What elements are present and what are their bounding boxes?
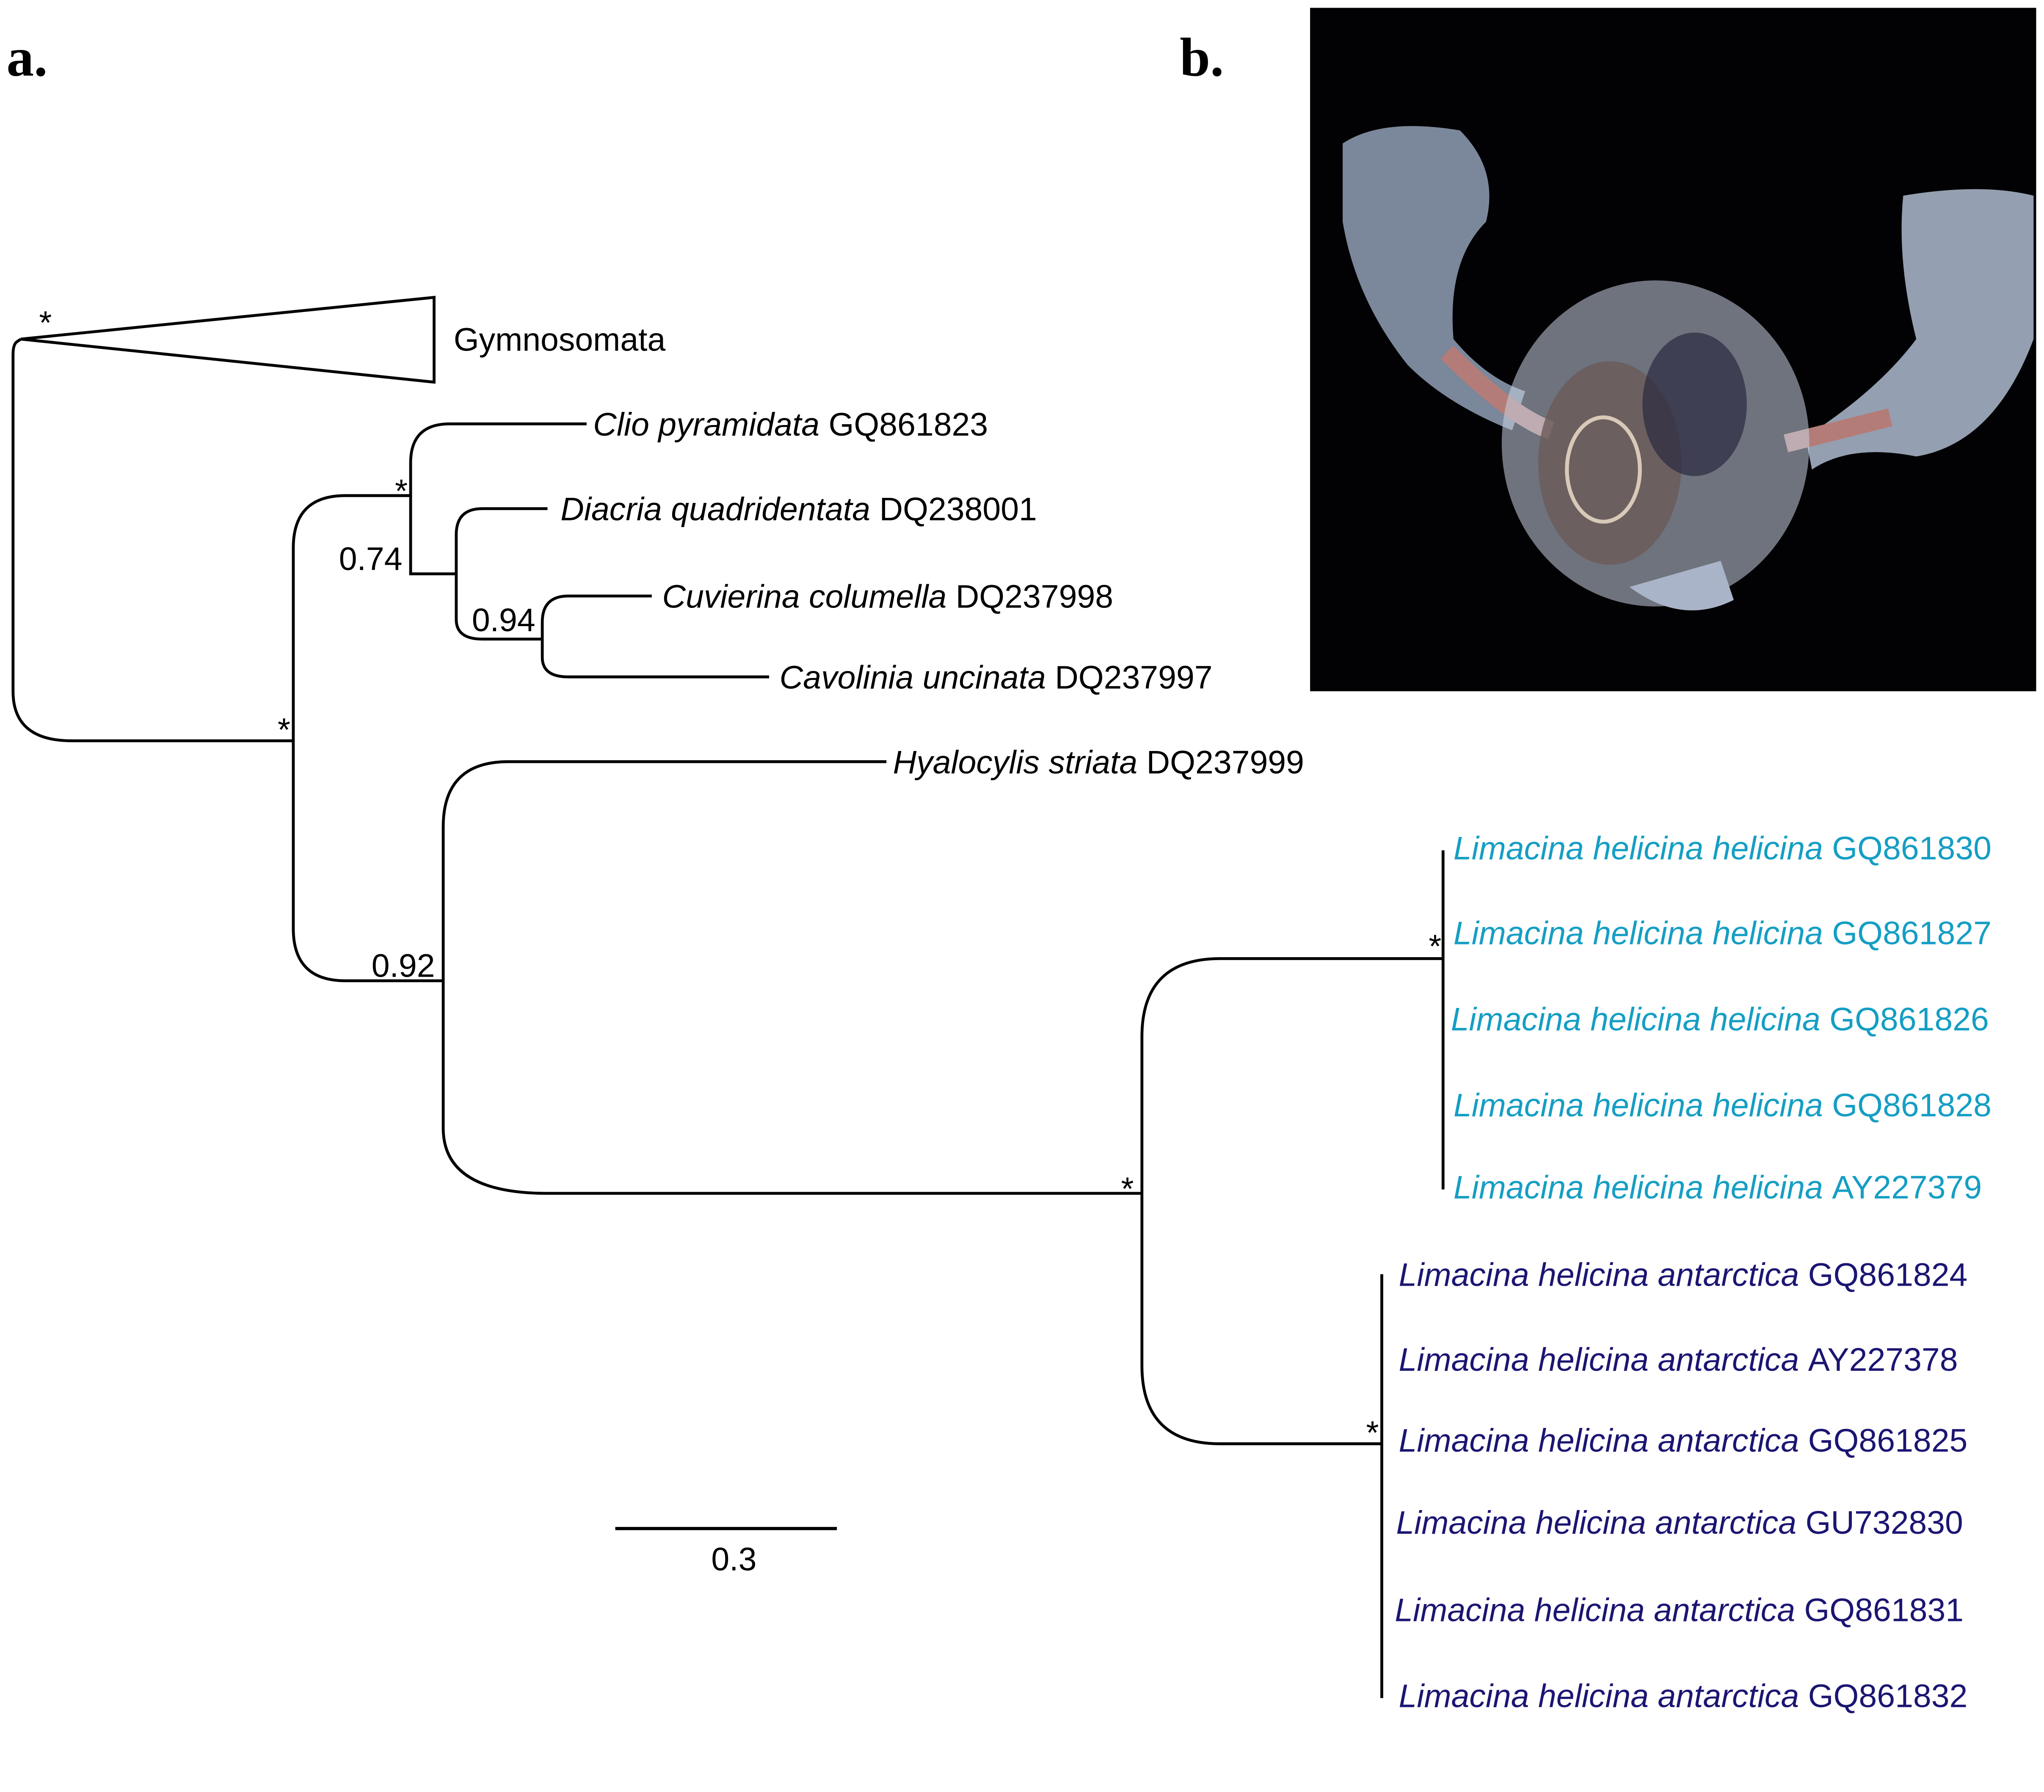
species-name: Limacina helicina helicina: [1454, 915, 1823, 951]
shell-coil: [1565, 415, 1642, 524]
taxon-label: Limacina helicina antarctica GQ861824: [1399, 1257, 1968, 1293]
accession: DQ237997: [1055, 660, 1212, 696]
species-name: Limacina helicina antarctica: [1399, 1257, 1799, 1293]
taxon-label: Limacina helicina helicina GQ861827: [1454, 915, 1992, 951]
support-value: *: [1366, 1414, 1379, 1451]
species-name: Cavolinia uncinata: [780, 660, 1046, 696]
species-name: Limacina helicina antarctica: [1399, 1342, 1799, 1378]
accession: GQ861827: [1832, 915, 1992, 951]
support-value: 0.94: [472, 602, 535, 638]
support-value: *: [1429, 928, 1441, 964]
branch: [11, 338, 293, 743]
shell-lip: [1629, 561, 1734, 610]
wing: [1805, 189, 2034, 470]
wing: [1343, 126, 1525, 431]
species-name: Limacina helicina antarctica: [1399, 1678, 1799, 1715]
taxon-label: Cavolinia uncinata DQ237997: [780, 660, 1213, 696]
taxon-label: Limacina helicina helicina AY227379: [1454, 1169, 1982, 1206]
tree: [11, 295, 1445, 1698]
branch: [541, 594, 770, 679]
accession: AY227379: [1832, 1169, 1982, 1206]
taxon-label: Limacina helicina antarctica GU732830: [1396, 1505, 1963, 1541]
branch: [409, 422, 587, 575]
taxon-label: Hyalocylis striata DQ237999: [893, 744, 1304, 781]
taxon-label: Cuvierina columella DQ237998: [662, 579, 1113, 615]
taxon-label: Limacina helicina antarctica GQ861832: [1399, 1678, 1968, 1715]
support-value: *: [1121, 1171, 1134, 1207]
accession: GQ861828: [1832, 1087, 1992, 1124]
species-name: Limacina helicina helicina: [1454, 830, 1823, 867]
branch: [1140, 957, 1443, 1445]
support-value: *: [278, 712, 290, 748]
species-name: Limacina helicina helicina: [1454, 1087, 1823, 1124]
panel-label: b.: [1180, 27, 1224, 88]
taxon-label: Limacina helicina helicina GQ861830: [1454, 830, 1992, 867]
branch: [292, 494, 444, 983]
species-name: Diacria quadridentata: [560, 491, 870, 527]
species-name: Limacina helicina antarctica: [1399, 1422, 1799, 1459]
taxon-label: Clio pyramidata GQ861823: [593, 406, 988, 443]
taxon-label: Limacina helicina helicina GQ861826: [1451, 1001, 1989, 1038]
accession: GQ861825: [1808, 1422, 1968, 1459]
species-name: Cuvierina columella: [662, 579, 946, 615]
accession: DQ237998: [956, 579, 1113, 615]
clade-label: Gymnosomata: [454, 322, 666, 358]
branch: [441, 760, 1142, 1195]
taxon-label: Limacina helicina antarctica AY227378: [1399, 1342, 1958, 1378]
shell-body: [1642, 332, 1747, 476]
accession: AY227378: [1808, 1342, 1958, 1378]
species-name: Limacina helicina helicina: [1451, 1001, 1821, 1038]
accession: GQ861826: [1829, 1001, 1989, 1038]
support-value: 0.92: [372, 947, 435, 984]
panel-label: a.: [6, 27, 47, 88]
taxon-label: Limacina helicina antarctica GQ861825: [1399, 1422, 1968, 1459]
species-name: Limacina helicina helicina: [1454, 1169, 1823, 1206]
species-name: Limacina helicina antarctica: [1396, 1505, 1796, 1541]
support-value: 0.74: [339, 541, 403, 577]
specimen-photo: [1310, 8, 2036, 691]
branch: [455, 507, 548, 641]
accession: DQ238001: [880, 491, 1037, 527]
accession: GQ861830: [1832, 830, 1992, 867]
taxon-label: Diacria quadridentata DQ238001: [560, 491, 1037, 527]
accession: GU732830: [1806, 1505, 1963, 1541]
taxon-label: Limacina helicina helicina GQ861828: [1454, 1087, 1992, 1124]
accession: DQ237999: [1147, 744, 1304, 781]
accession: GQ861824: [1808, 1257, 1968, 1293]
support-value: *: [39, 305, 52, 341]
accession: GQ861831: [1804, 1592, 1964, 1628]
collapsed-clade: [20, 295, 436, 384]
support-value: *: [395, 473, 408, 509]
accession: GQ861823: [829, 406, 988, 443]
taxon-label: Limacina helicina antarctica GQ861831: [1395, 1592, 1964, 1628]
species-name: Hyalocylis striata: [893, 744, 1138, 781]
accession: GQ861832: [1808, 1678, 1968, 1715]
species-name: Clio pyramidata: [593, 406, 819, 443]
scale-label: 0.3: [711, 1541, 756, 1577]
species-name: Limacina helicina antarctica: [1395, 1592, 1795, 1628]
